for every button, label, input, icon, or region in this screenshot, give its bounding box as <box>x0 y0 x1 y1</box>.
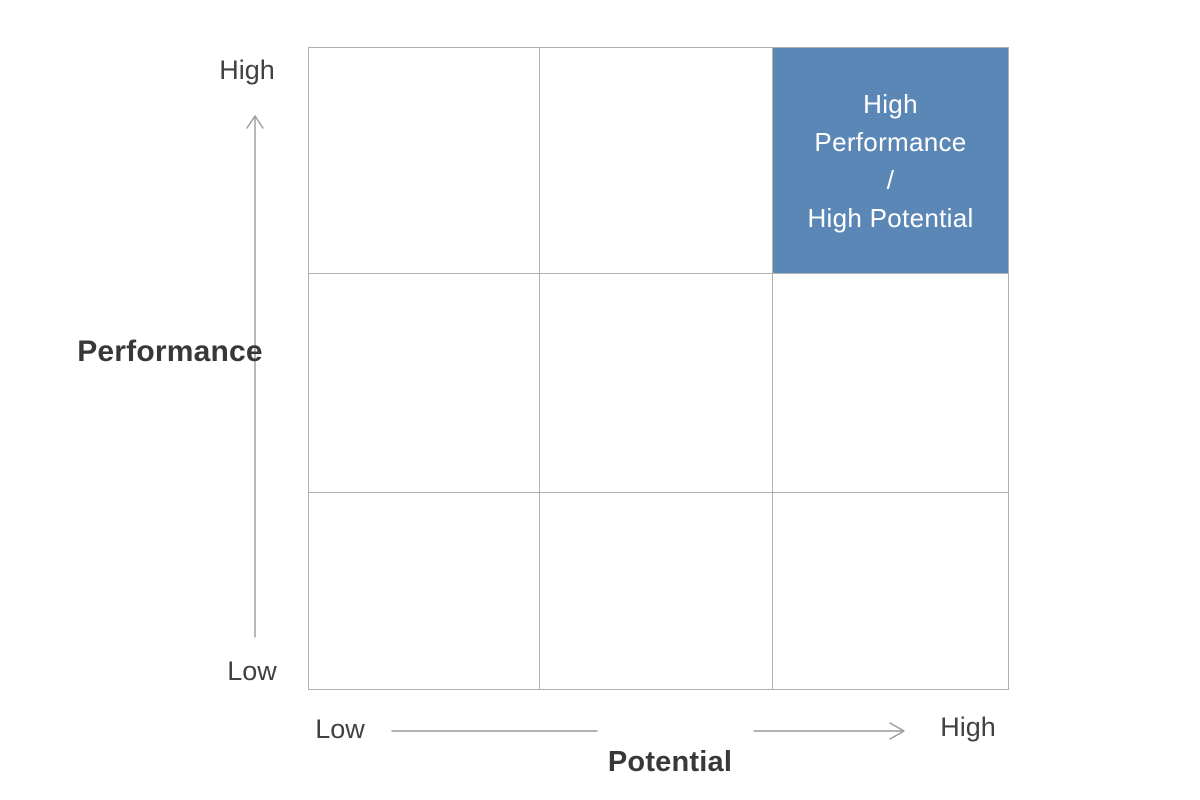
cell-high-performance-low-potential <box>309 48 540 274</box>
cell-high-performance-mid-potential <box>540 48 773 274</box>
cell-low-performance-low-potential <box>309 493 540 689</box>
x-axis-arrow-right-icon <box>391 722 905 740</box>
x-axis-title: Potential <box>607 746 733 778</box>
cell-high-performance-high-potential: High Performance / High Potential <box>773 48 1008 274</box>
cell-mid-performance-high-potential <box>773 274 1008 493</box>
highlight-cell-line: High <box>863 88 918 119</box>
highlight-cell-line: Performance <box>814 126 967 157</box>
y-axis-low-label: Low <box>227 656 277 686</box>
x-axis-high-label: High <box>940 712 996 742</box>
cell-low-performance-high-potential <box>773 493 1008 689</box>
matrix-grid: High Performance / High Potential <box>308 47 1009 690</box>
highlight-cell-line: High Potential <box>807 202 974 233</box>
cell-low-performance-mid-potential <box>540 493 773 689</box>
highlight-cell-line: / <box>886 164 895 195</box>
y-axis-arrow-up-icon <box>246 115 264 638</box>
y-axis-title: Performance <box>77 335 263 368</box>
cell-mid-performance-low-potential <box>309 274 540 493</box>
cell-mid-performance-mid-potential <box>540 274 773 493</box>
x-axis-low-label: Low <box>315 714 365 744</box>
y-axis-high-label: High <box>219 55 275 85</box>
